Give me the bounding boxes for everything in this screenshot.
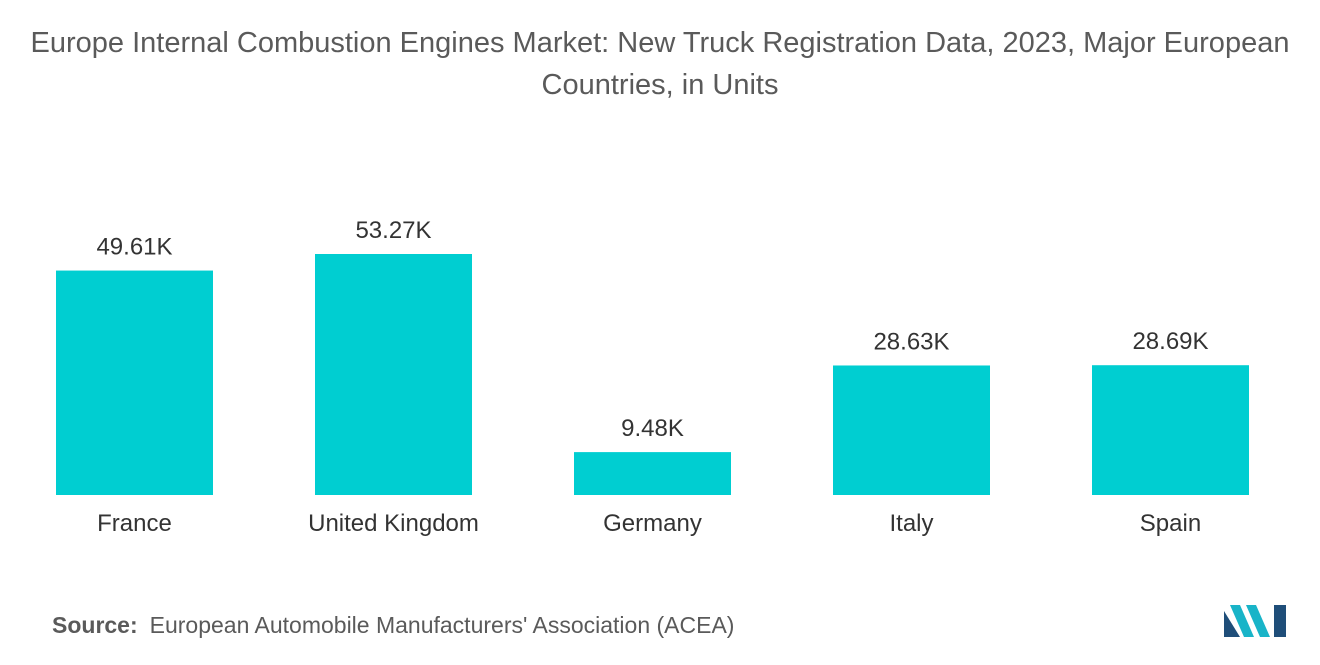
chart-title: Europe Internal Combustion Engines Marke… [30, 27, 1290, 101]
data-label: 28.63K [873, 328, 949, 355]
source-text: European Automobile Manufacturers' Assoc… [149, 612, 735, 638]
bar-spain [1092, 365, 1249, 495]
x-tick-label: United Kingdom [308, 510, 479, 537]
data-label: 53.27K [355, 217, 431, 244]
bar-germany [574, 452, 731, 495]
x-tick-label: Spain [1140, 510, 1201, 537]
data-label: 28.69K [1132, 328, 1208, 355]
x-tick-label: France [97, 510, 172, 537]
bar-chart: 49.61K France 53.27K United Kingdom 9.48K Ger… [56, 217, 1249, 537]
source-label: Source: [52, 612, 138, 638]
brand-logo-icon [1224, 605, 1286, 637]
x-tick-label: Italy [889, 510, 933, 537]
x-tick-label: Germany [603, 510, 702, 537]
bar-united-kingdom [315, 254, 472, 495]
source-note: Source: European Automobile Manufacturers… [52, 612, 734, 639]
data-label: 49.61K [96, 234, 172, 261]
data-label: 9.48K [621, 415, 684, 442]
bar-italy [833, 365, 990, 495]
bar-france [56, 270, 213, 495]
